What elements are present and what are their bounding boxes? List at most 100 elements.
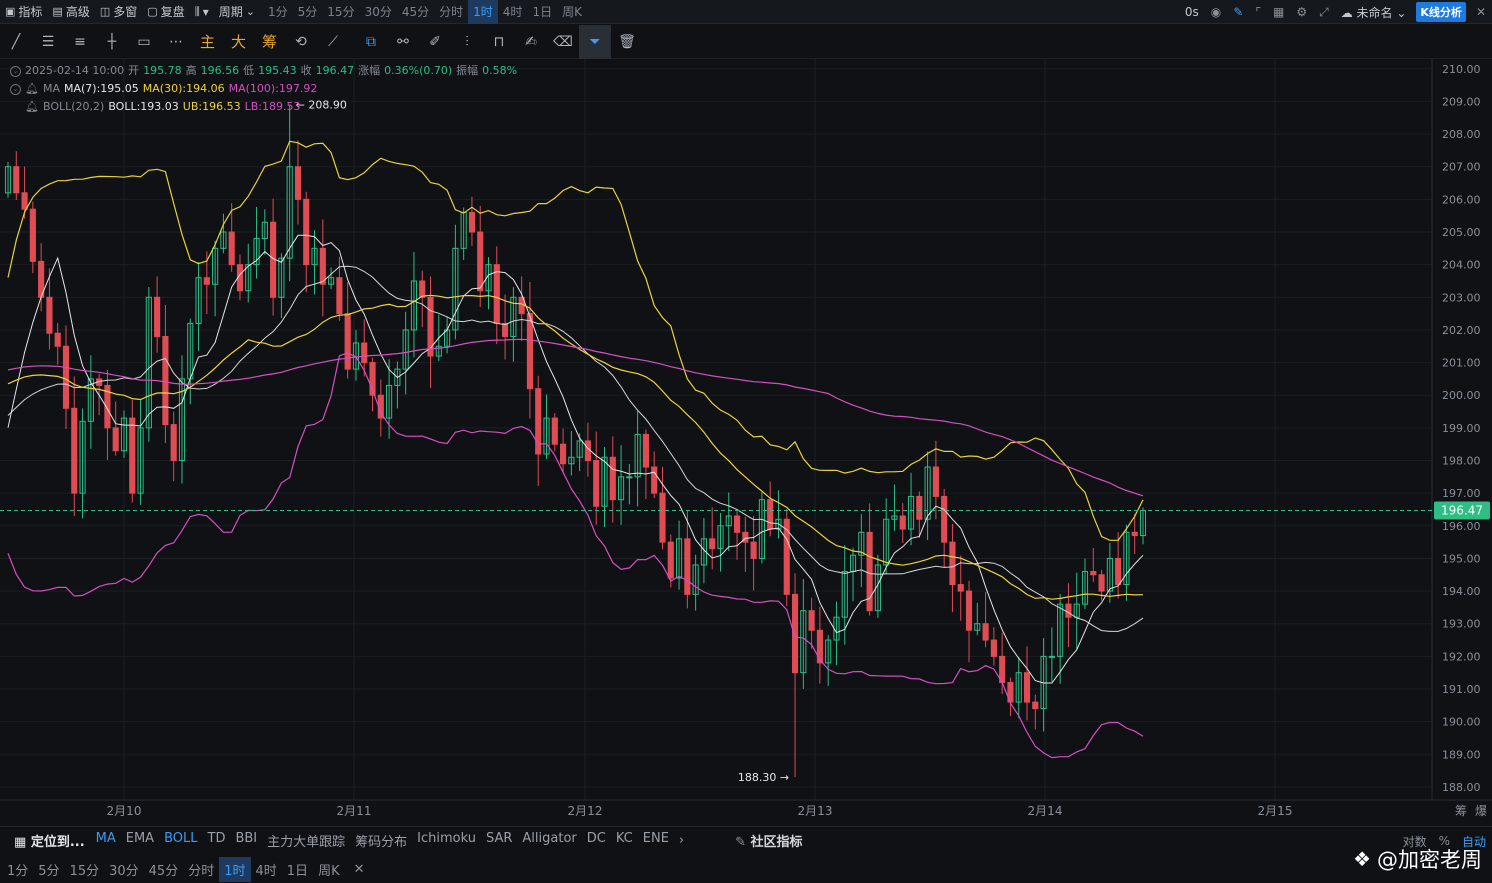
indicator-6[interactable]: 筹码分布 xyxy=(355,835,408,850)
candle-up xyxy=(1015,672,1022,703)
layout-name-label: 未命名 xyxy=(1356,5,1393,20)
crop-icon[interactable]: ⌜ xyxy=(1255,5,1261,19)
settings-icon[interactable]: ⚙ xyxy=(1296,5,1308,19)
ma-name: MA xyxy=(42,82,60,95)
auto-scale-toggle[interactable]: 自动 xyxy=(1461,834,1486,849)
chart-type-button[interactable]: ⫼ ▾ xyxy=(190,0,214,24)
advanced-button[interactable]: ▤ 高级 xyxy=(47,0,94,24)
interval-tab-3[interactable]: 30分 xyxy=(364,5,392,19)
rectangle-tool-icon[interactable]: ▭ xyxy=(137,33,151,50)
indicators-button[interactable]: ▣ 指标 xyxy=(0,0,47,24)
indicator-7[interactable]: Ichimoku xyxy=(417,831,476,846)
bottom-interval-tab-2[interactable]: 15分 xyxy=(69,863,100,879)
indicator-12[interactable]: ENE xyxy=(642,831,669,846)
bell-icon[interactable]: 🔔︎ xyxy=(25,82,39,95)
interval-tab-0[interactable]: 1分 xyxy=(268,5,288,19)
interval-tab-2[interactable]: 15分 xyxy=(327,5,355,19)
magnet-icon[interactable]: ⟲ xyxy=(295,33,307,50)
fullscreen-icon[interactable]: ⤢ xyxy=(1319,4,1329,19)
candle-down xyxy=(29,208,36,262)
select-icon[interactable]: ⧉ xyxy=(366,33,376,50)
boll-lower-band xyxy=(7,352,1144,759)
trash-icon[interactable]: 🗑 xyxy=(618,33,636,50)
candle-up xyxy=(261,221,268,240)
compare-icon[interactable]: ⫶ xyxy=(465,33,469,50)
chart-svg[interactable]: 210.00 209.00 208.00 207.00 206.00 205.00 204.… xyxy=(0,59,1492,826)
fib-tool-icon[interactable]: ≡ xyxy=(74,33,86,50)
layout-name-button[interactable]: ☁ 未命名 ⌄ xyxy=(1340,5,1407,20)
indicator-11[interactable]: KC xyxy=(615,831,633,846)
candle-up xyxy=(883,518,890,566)
trendline-tool-icon[interactable]: ╱ xyxy=(11,33,21,50)
chart-legend: ⌄ 2025-02-14 10:00 开 195.78 高 196.56 低 195.… xyxy=(10,62,517,116)
bottom-interval-tab-8[interactable]: 1日 xyxy=(286,863,309,879)
candle-up xyxy=(410,280,418,331)
candle-up xyxy=(725,515,732,527)
eraser-icon[interactable]: ⌫ xyxy=(553,33,573,50)
more-indicators-arrow[interactable]: › xyxy=(678,833,685,848)
big-order-button[interactable]: 大 xyxy=(230,33,246,51)
candle-down xyxy=(361,342,368,364)
candle-up xyxy=(286,166,293,259)
measure-icon[interactable]: ⟋ xyxy=(328,33,338,50)
filter-icon[interactable]: ⏷ xyxy=(579,24,611,59)
indicator-bar: ▦ 定位到... MA EMA BOLL TD BBI 主力大单跟踪 筹码分布 Ichimok… xyxy=(0,826,1492,854)
camera-icon[interactable]: ◉ xyxy=(1210,5,1222,19)
ruler-icon[interactable]: ⚯ xyxy=(397,33,409,50)
indicator-4[interactable]: BBI xyxy=(235,831,258,846)
lock-icon[interactable]: ⊓ xyxy=(493,33,505,50)
locate-button[interactable]: ▦ 定位到... xyxy=(0,831,91,850)
kline-analysis-button[interactable]: K线分析 xyxy=(1416,2,1466,22)
pencil-icon[interactable]: ✎ xyxy=(1233,5,1244,19)
collapse-icon[interactable]: ⌄ xyxy=(10,83,21,95)
main-force-button[interactable]: 主 xyxy=(199,33,215,51)
indicator-3[interactable]: TD xyxy=(207,831,226,846)
interval-tab-1[interactable]: 5分 xyxy=(297,5,318,19)
template-icon[interactable]: ▦ xyxy=(1272,5,1285,19)
interval-tab-8[interactable]: 1日 xyxy=(532,5,553,19)
interval-tab-4[interactable]: 45分 xyxy=(401,5,430,19)
candlestick-chart[interactable]: 210.00 209.00 208.00 207.00 206.00 205.00 204.… xyxy=(0,59,1492,826)
indicator-5[interactable]: 主力大单跟踪 xyxy=(267,835,346,850)
close-icon[interactable]: ✕ xyxy=(1475,5,1486,19)
candle-down xyxy=(162,335,169,426)
interval-tab-7[interactable]: 4时 xyxy=(502,5,523,19)
bottom-interval-tab-0[interactable]: 1分 xyxy=(7,863,29,879)
period-button[interactable]: 周期 ⌄ xyxy=(214,0,263,24)
chip-button[interactable]: 筹 xyxy=(261,33,277,51)
hline-tool-icon[interactable]: ┼ xyxy=(107,33,117,50)
bottom-interval-tab-4[interactable]: 45分 xyxy=(148,863,179,879)
bell-icon[interactable]: 🔔︎ xyxy=(25,100,39,113)
indicator-0[interactable]: MA xyxy=(95,831,116,846)
interval-tab-6[interactable]: 1时 xyxy=(468,0,498,24)
bottom-interval-tab-5[interactable]: 分时 xyxy=(188,863,215,879)
candle-down xyxy=(535,388,542,455)
bottom-interval-tab-6[interactable]: 1时 xyxy=(219,856,251,882)
brush-icon[interactable]: ✐ xyxy=(429,33,441,50)
indicator-8[interactable]: SAR xyxy=(485,831,513,846)
change-label: 涨幅 xyxy=(358,64,381,77)
candle-up xyxy=(800,610,807,674)
interval-tab-5[interactable]: 分时 xyxy=(439,5,464,19)
candle-down xyxy=(1115,557,1122,586)
restore-rights-button[interactable]: ▢ 复盘 xyxy=(142,0,189,24)
bottom-interval-tab-1[interactable]: 5分 xyxy=(38,863,60,879)
percent-scale-toggle[interactable]: % xyxy=(1438,834,1450,848)
multi-window-button[interactable]: ◫ 多窗 xyxy=(95,0,142,24)
bottom-interval-tab-7[interactable]: 4时 xyxy=(255,863,277,879)
bottom-interval-tab-9[interactable]: 周K xyxy=(318,863,340,879)
bottom-interval-tab-3[interactable]: 30分 xyxy=(109,863,139,879)
candle-up xyxy=(435,345,442,357)
edit-icon[interactable]: ✍ xyxy=(525,33,537,50)
indicator-9[interactable]: Alligator xyxy=(522,831,577,846)
log-scale-toggle[interactable]: 对数 xyxy=(1402,834,1427,849)
indicator-10[interactable]: DC xyxy=(586,831,606,846)
interval-tab-9[interactable]: 周K xyxy=(562,5,582,19)
collapse-icon[interactable]: ⌄ xyxy=(10,65,21,77)
close-icon[interactable]: ✕ xyxy=(353,861,365,877)
indicator-2[interactable]: BOLL xyxy=(164,831,198,846)
community-indicator-button[interactable]: ✎ 社区指标 xyxy=(689,831,802,850)
more-tools-icon[interactable]: ⋯ xyxy=(169,33,183,50)
indicator-1[interactable]: EMA xyxy=(125,831,155,846)
channel-tool-icon[interactable]: ☰ xyxy=(41,33,55,50)
